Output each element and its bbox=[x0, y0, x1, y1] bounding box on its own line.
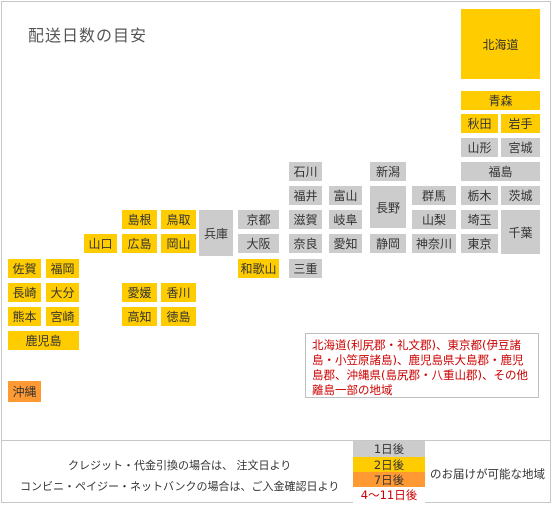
pref-saitama: 埼玉 bbox=[461, 210, 498, 229]
pref-oita: 大分 bbox=[46, 283, 79, 302]
remote-islands-note: 北海道(利尻郡・礼文郡)、東京都(伊豆諸島・小笠原諸島)、鹿児島県大島郡・鹿児島… bbox=[305, 333, 539, 398]
pref-osaka: 大阪 bbox=[238, 234, 279, 253]
pref-gifu: 岐阜 bbox=[329, 210, 362, 229]
pref-shiga: 滋賀 bbox=[289, 210, 322, 229]
pref-nagasaki: 長崎 bbox=[8, 283, 41, 302]
legend-day2: 2日後 bbox=[353, 457, 425, 473]
pref-chiba: 千葉 bbox=[501, 210, 540, 254]
pref-ehime: 愛媛 bbox=[122, 283, 157, 302]
pref-toyama: 富山 bbox=[329, 186, 362, 205]
pref-okayama: 岡山 bbox=[161, 234, 196, 253]
pref-tochigi: 栃木 bbox=[461, 186, 498, 205]
pref-ibaraki: 茨城 bbox=[501, 186, 540, 205]
footer-convenience-note: コンビニ・ペイジー・ネットバンクの場合は、ご入金確認日より bbox=[20, 480, 340, 493]
pref-mie: 三重 bbox=[289, 259, 322, 278]
legend-caption: のお届けが可能な地域 bbox=[430, 467, 545, 481]
pref-kochi: 高知 bbox=[122, 307, 157, 326]
legend-day7: 7日後 bbox=[353, 472, 425, 488]
pref-okinawa: 沖縄 bbox=[8, 381, 41, 402]
footer-credit-cod-note: クレジット・代金引換の場合は、 注文日より bbox=[68, 459, 292, 472]
pref-kagoshima: 鹿児島 bbox=[8, 331, 79, 350]
pref-akita: 秋田 bbox=[461, 114, 498, 133]
pref-fukuoka: 福岡 bbox=[46, 259, 79, 278]
pref-saga: 佐賀 bbox=[8, 259, 41, 278]
pref-nagano: 長野 bbox=[370, 186, 406, 228]
footer: クレジット・代金引換の場合は、 注文日より コンビニ・ペイジー・ネットバンクの場… bbox=[2, 440, 550, 503]
pref-ishikawa: 石川 bbox=[289, 162, 322, 181]
pref-hyogo: 兵庫 bbox=[199, 210, 233, 256]
pref-aomori: 青森 bbox=[461, 91, 540, 110]
pref-wakayama: 和歌山 bbox=[238, 259, 279, 278]
pref-niigata: 新潟 bbox=[370, 162, 406, 181]
pref-nara: 奈良 bbox=[289, 234, 322, 253]
pref-tottori: 鳥取 bbox=[161, 210, 196, 229]
pref-fukui: 福井 bbox=[289, 186, 322, 205]
pref-yamaguchi: 山口 bbox=[84, 234, 117, 253]
pref-fukushima: 福島 bbox=[461, 162, 540, 181]
pref-yamagata: 山形 bbox=[461, 138, 498, 157]
pref-gunma: 群馬 bbox=[412, 186, 456, 205]
legend-day4-11: 4～11日後 bbox=[353, 487, 425, 503]
pref-shizuoka: 静岡 bbox=[370, 234, 406, 253]
pref-miyagi: 宮城 bbox=[501, 138, 540, 157]
legend-day1: 1日後 bbox=[353, 441, 425, 457]
pref-shimane: 島根 bbox=[122, 210, 157, 229]
page-title: 配送日数の目安 bbox=[28, 26, 148, 45]
pref-aichi: 愛知 bbox=[329, 234, 362, 253]
pref-kumamoto: 熊本 bbox=[8, 307, 41, 326]
pref-miyazaki: 宮崎 bbox=[46, 307, 79, 326]
pref-kagawa: 香川 bbox=[161, 283, 196, 302]
pref-hokkaido: 北海道 bbox=[461, 9, 540, 79]
pref-yamanashi: 山梨 bbox=[412, 210, 456, 229]
pref-iwate: 岩手 bbox=[501, 114, 540, 133]
pref-kyoto: 京都 bbox=[238, 210, 279, 229]
pref-tokyo: 東京 bbox=[461, 234, 498, 253]
pref-tokushima: 徳島 bbox=[161, 307, 196, 326]
pref-hiroshima: 広島 bbox=[122, 234, 157, 253]
pref-kanagawa: 神奈川 bbox=[412, 234, 456, 253]
